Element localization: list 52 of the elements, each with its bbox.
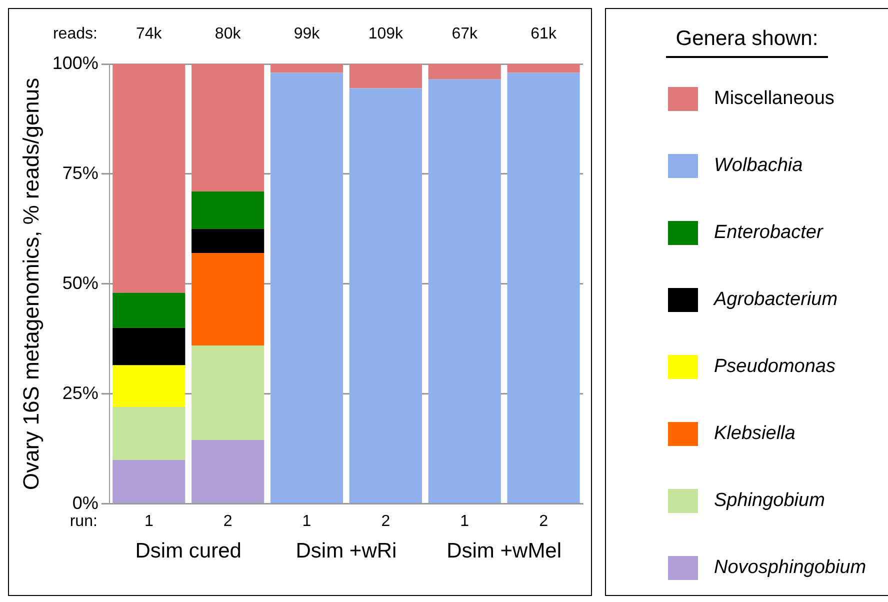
text: 109k bbox=[368, 25, 404, 42]
text: 99k bbox=[294, 25, 321, 42]
y-tick-label: 100% bbox=[52, 52, 98, 73]
y-tick-label: 75% bbox=[62, 162, 98, 183]
legend-title: Genera shown: bbox=[666, 27, 828, 58]
bar bbox=[192, 253, 264, 346]
bar bbox=[428, 79, 501, 504]
bar bbox=[349, 88, 422, 504]
bar bbox=[270, 72, 344, 504]
legend-label: Novosphingobium bbox=[714, 557, 866, 579]
legend-label: Wolbachia bbox=[714, 155, 803, 177]
legend-label: Agrobacterium bbox=[714, 289, 838, 311]
x-tick-label: 2 bbox=[539, 512, 548, 530]
bar bbox=[112, 328, 186, 366]
text: 74k bbox=[136, 25, 163, 42]
y-tick-label: 0% bbox=[72, 492, 98, 513]
legend-label: Sphingobium bbox=[714, 490, 825, 512]
bar bbox=[192, 440, 264, 504]
bar bbox=[112, 64, 186, 293]
bar bbox=[112, 365, 186, 408]
legend-label: Miscellaneous bbox=[714, 88, 834, 110]
bar bbox=[192, 64, 264, 192]
legend-label: Klebsiella bbox=[714, 423, 796, 445]
x-tick-label: 1 bbox=[144, 512, 154, 530]
bar bbox=[507, 64, 580, 73]
text: 67k bbox=[452, 25, 479, 42]
text: Dsim cured bbox=[135, 540, 242, 563]
bar bbox=[112, 292, 186, 328]
y-tick-label: 25% bbox=[62, 382, 98, 403]
text: run: bbox=[70, 513, 98, 530]
text: Dsim +wRi bbox=[296, 540, 397, 563]
bar bbox=[192, 192, 264, 229]
text: reads: bbox=[52, 25, 98, 42]
bar bbox=[428, 64, 501, 80]
x-tick-label: 2 bbox=[381, 512, 390, 530]
x-tick-label: 2 bbox=[223, 512, 232, 530]
text: 80k bbox=[214, 25, 242, 42]
legend-label: Enterobacter bbox=[714, 222, 823, 244]
bar bbox=[192, 228, 264, 254]
x-tick-label: 1 bbox=[460, 512, 470, 530]
bar bbox=[349, 64, 422, 88]
bar bbox=[112, 460, 186, 504]
bar bbox=[192, 345, 264, 440]
bar bbox=[507, 72, 580, 504]
text: 61k bbox=[530, 25, 558, 42]
x-tick-label: 1 bbox=[302, 512, 312, 530]
y-axis-title: Ovary 16S metagenomics, % reads/genus bbox=[18, 78, 44, 490]
bar bbox=[270, 64, 344, 73]
bar bbox=[112, 407, 186, 460]
text: Dsim +wMel bbox=[446, 540, 562, 563]
y-tick-label: 50% bbox=[62, 272, 98, 293]
legend-label: Pseudomonas bbox=[714, 356, 836, 378]
